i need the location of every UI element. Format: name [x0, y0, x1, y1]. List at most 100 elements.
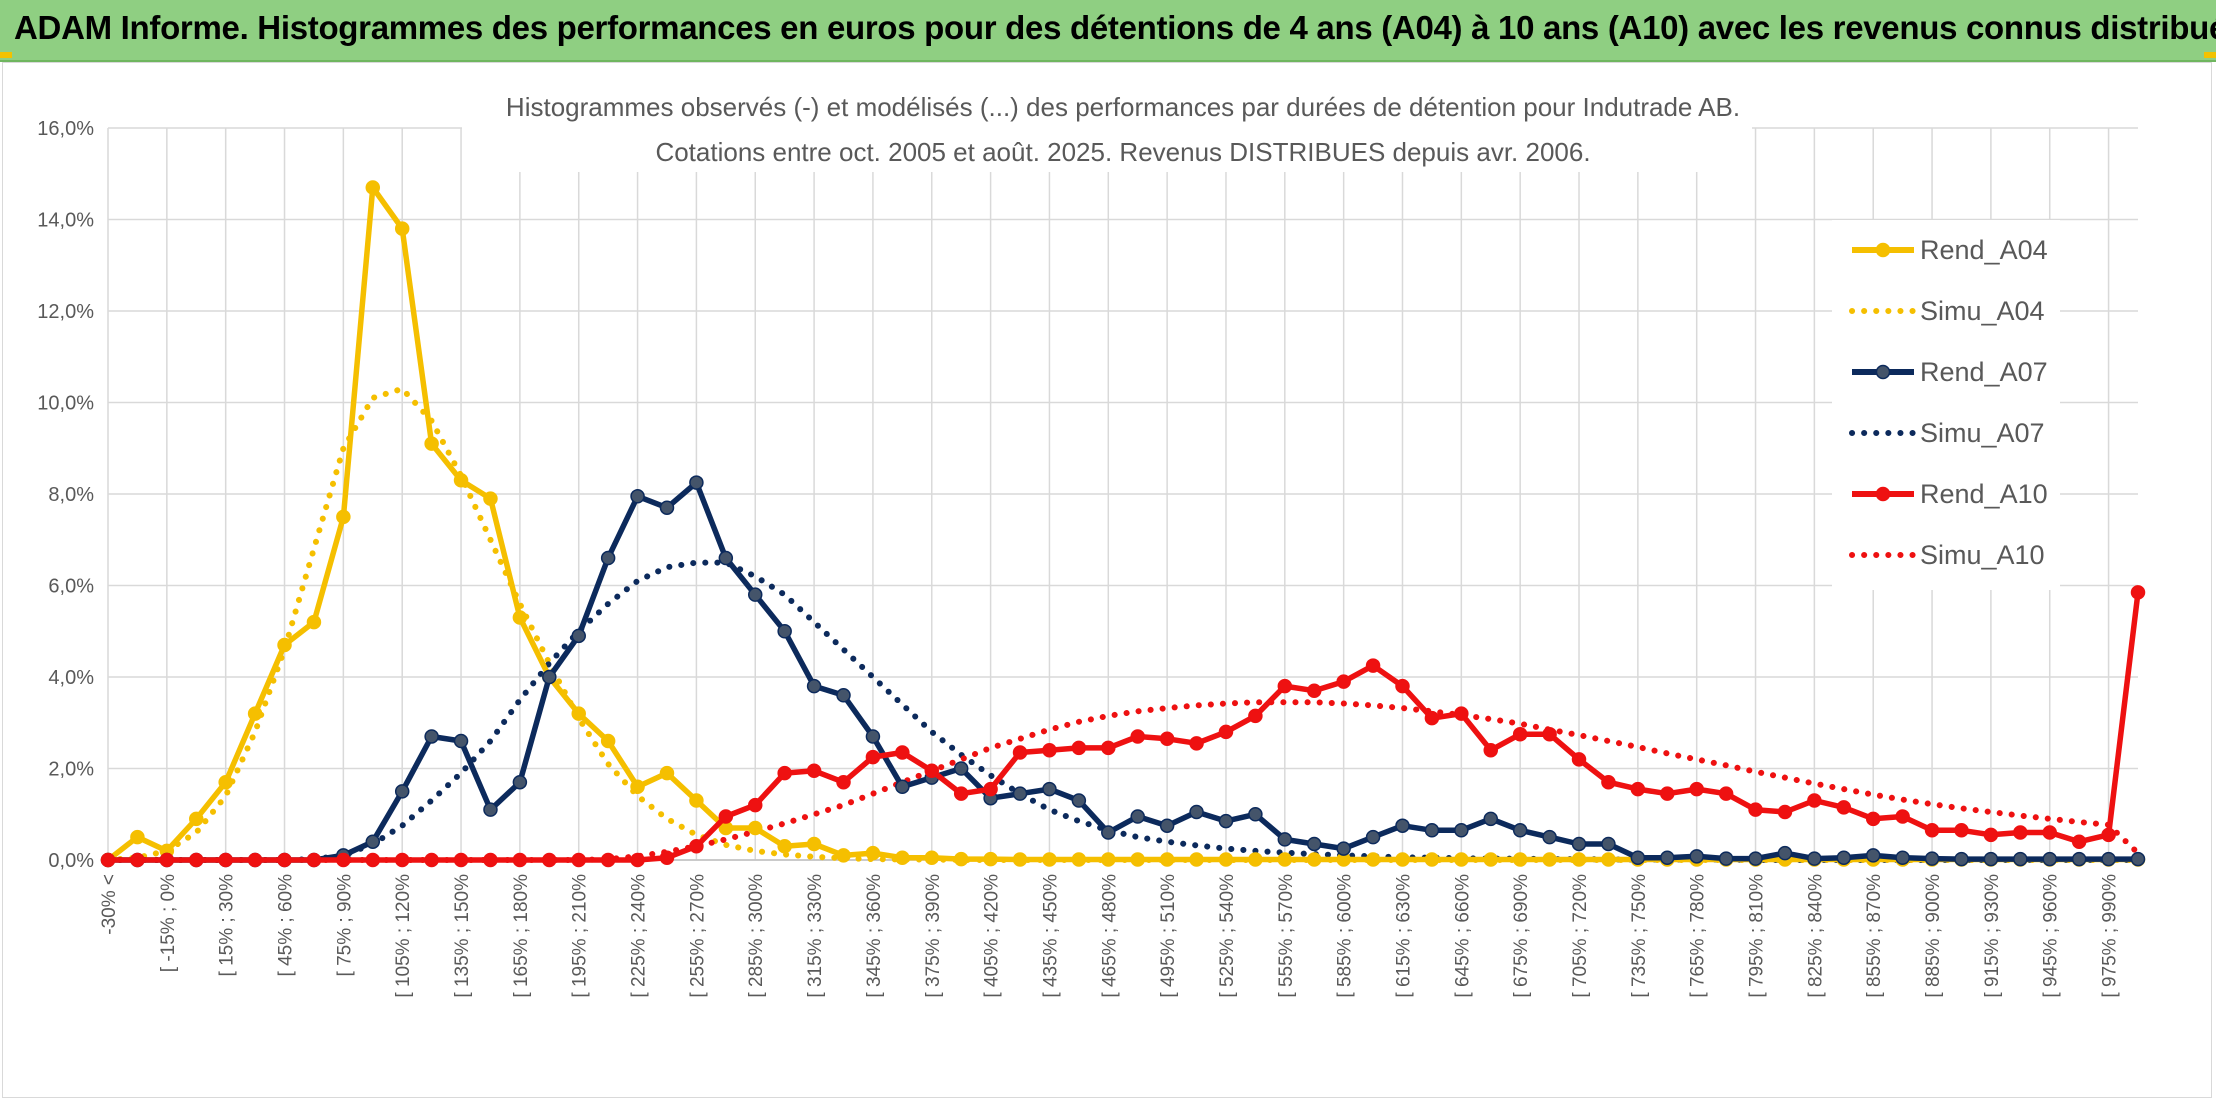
data-point	[394, 852, 410, 868]
x-tick-label: [ -15% ; 0%	[158, 874, 179, 972]
data-point	[483, 802, 498, 817]
data-point	[2071, 851, 2087, 867]
x-tick-label: [ 345% ; 360%	[864, 874, 885, 998]
data-point	[600, 550, 616, 566]
legend-marker	[1875, 486, 1891, 502]
data-point	[747, 797, 763, 813]
data-point	[865, 729, 881, 744]
data-point	[1542, 852, 1557, 867]
data-point	[1101, 740, 1116, 756]
data-point	[1395, 678, 1410, 694]
data-point	[630, 852, 645, 868]
data-point	[306, 614, 322, 630]
series-rend-a10	[100, 585, 2146, 868]
legend-label: Rend_A07	[1920, 357, 2048, 387]
y-tick-label: 8,0%	[48, 484, 94, 506]
data-point	[1189, 736, 1204, 751]
data-point	[806, 836, 822, 852]
data-point	[1807, 851, 1822, 866]
data-point	[1042, 742, 1057, 758]
chart-subtitle: Cotations entre oct. 2005 et août. 2025.…	[655, 137, 1590, 167]
series-layer	[100, 180, 2146, 868]
data-point	[1454, 852, 1469, 867]
data-point	[1159, 731, 1175, 747]
x-tick-label: [ 975% ; 990%	[2100, 874, 2121, 998]
data-point	[1571, 752, 1587, 767]
data-point	[1071, 740, 1087, 756]
data-point	[1954, 851, 1969, 867]
header-banner: ADAM Informe. Histogrammes des performan…	[0, 0, 2216, 62]
series-line	[106, 184, 2138, 863]
data-point	[365, 834, 381, 849]
data-point	[865, 749, 881, 765]
data-point	[453, 852, 469, 868]
chart-title-background	[462, 88, 1752, 172]
legend-background	[1832, 220, 2060, 590]
data-point	[1306, 852, 1322, 867]
data-point	[953, 761, 969, 776]
data-point	[1336, 674, 1351, 689]
data-point	[1454, 706, 1469, 721]
x-tick-label: [ 315% ; 330%	[805, 874, 826, 998]
data-point	[1895, 850, 1910, 865]
legend-marker	[1875, 364, 1891, 380]
data-point	[394, 784, 410, 799]
data-point	[1689, 781, 1704, 797]
data-point	[1130, 729, 1145, 744]
x-tick-label: [ 15% ; 30%	[217, 874, 238, 977]
data-point	[1277, 832, 1293, 847]
data-point	[483, 852, 498, 868]
data-point	[247, 852, 263, 868]
data-point	[1189, 852, 1204, 867]
x-tick-label: [ 615% ; 630%	[1393, 874, 1414, 998]
data-point	[483, 491, 498, 506]
data-point	[542, 852, 557, 868]
data-point	[1777, 845, 1793, 861]
data-point	[1130, 852, 1145, 867]
data-point	[1336, 841, 1351, 856]
data-point	[1865, 811, 1881, 827]
data-point	[1159, 818, 1175, 833]
data-point	[1777, 804, 1793, 820]
x-tick-label: [ 405% ; 420%	[982, 874, 1003, 998]
data-point	[1836, 800, 1852, 815]
x-tick-label: [ 495% ; 510%	[1158, 874, 1179, 998]
data-point	[865, 845, 881, 861]
data-point	[453, 733, 469, 749]
data-point	[1218, 724, 1234, 740]
data-point	[277, 852, 292, 868]
x-tick-label: [ 75% ; 90%	[334, 874, 355, 977]
legend: Rend_A04 Simu_A04 Rend_A07 Simu_A07 Rend_A10…	[1849, 235, 2048, 570]
data-point	[2042, 825, 2057, 840]
x-tick-label: [ 915% ; 930%	[1982, 874, 2003, 998]
data-point	[512, 610, 528, 625]
x-tick-label: [ 375% ; 390%	[923, 874, 944, 998]
data-point	[1542, 829, 1557, 845]
data-point	[1454, 823, 1469, 838]
x-tick-label: [ 735% ; 750%	[1629, 874, 1650, 998]
data-point	[924, 850, 940, 865]
x-tick-label: -30% <	[99, 874, 120, 935]
data-point	[1807, 793, 1822, 808]
x-tick-label: [ 225% ; 240%	[629, 874, 650, 998]
data-point	[218, 774, 233, 790]
data-point	[1365, 829, 1381, 845]
data-point	[365, 852, 381, 868]
data-point	[1365, 852, 1381, 867]
data-point	[1483, 852, 1499, 867]
data-point	[1954, 823, 1969, 838]
legend-entry: Rend_A04	[1852, 235, 2048, 265]
data-point	[659, 765, 675, 781]
data-point	[1748, 802, 1763, 817]
y-tick-label: 16,0%	[37, 118, 94, 140]
data-point	[1601, 774, 1616, 790]
corner-accent-right	[2204, 52, 2216, 58]
data-point	[718, 550, 734, 566]
data-point	[1424, 852, 1440, 867]
data-point	[659, 500, 675, 515]
legend-marker	[1875, 242, 1891, 258]
x-tick-label: [ 195% ; 210%	[570, 874, 591, 998]
series-line	[105, 559, 2141, 863]
data-point	[1630, 781, 1646, 797]
